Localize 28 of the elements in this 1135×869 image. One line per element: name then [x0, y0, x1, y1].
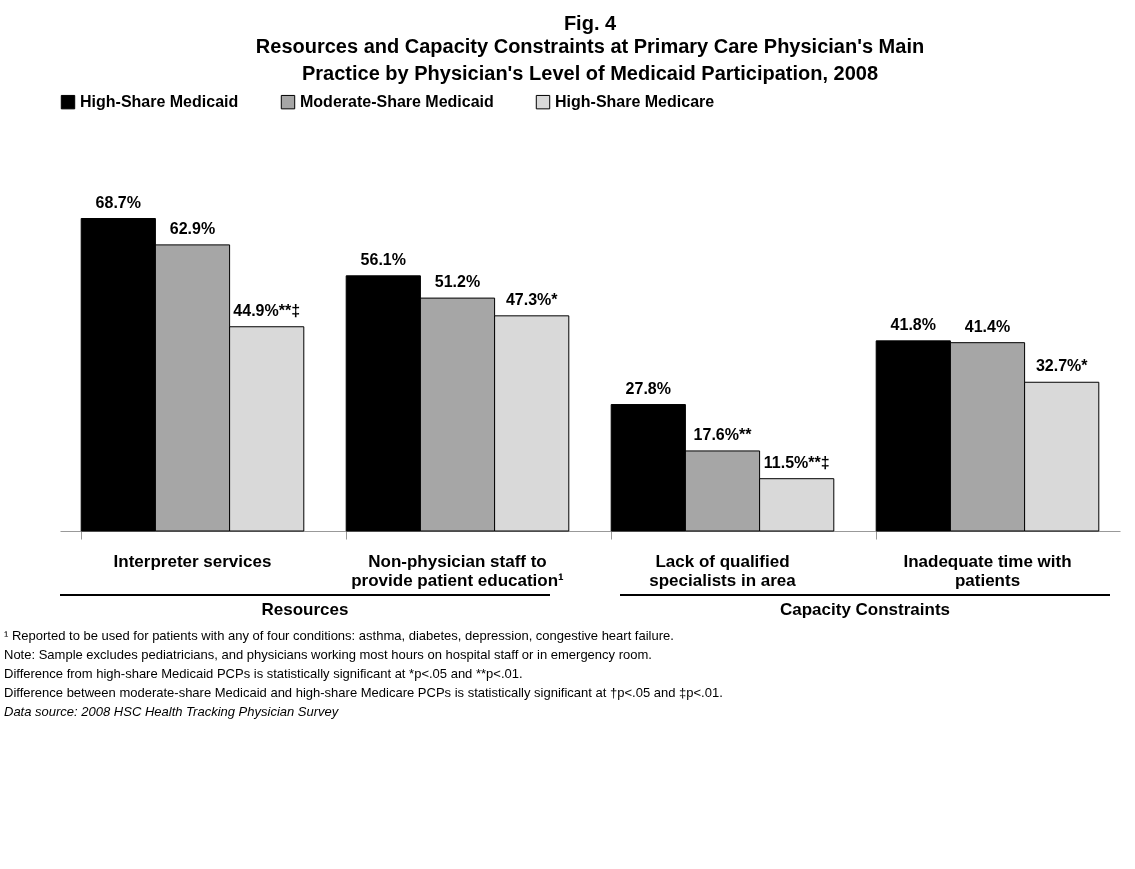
legend-label: High-Share Medicare	[555, 93, 715, 111]
data-label: 27.8%	[625, 379, 671, 397]
x-tick-label: Lack of qualified specialists in area	[649, 551, 797, 590]
data-label: 51.2%	[434, 273, 481, 291]
text: ¹ Reported to be used for patients with any of four conditions: asthma, diabetes, depression, congestive heart failure.	[4, 627, 675, 645]
chart-title: Fig. 4	[563, 12, 617, 34]
x-tick-label: Interpreter services	[113, 551, 272, 571]
data-label: 62.9%	[169, 219, 216, 237]
source-note: Data source: 2008 HSC Health Tracking Physician Survey	[4, 703, 340, 721]
text: Capacity Constraints	[620, 594, 1110, 620]
data-label: 47.3%*	[505, 290, 559, 308]
data-label: 56.1%	[360, 250, 406, 268]
data-label: 68.7%	[95, 193, 141, 211]
data-label: 41.4%	[964, 317, 1011, 335]
data-label: 41.8%	[890, 315, 936, 333]
data-label: 11.5%**‡	[763, 453, 830, 471]
x-tick-label: Non-physician staff to provide patient education¹	[351, 551, 565, 590]
chart-subtitle: Resources and Capacity Constraints at Primary Care Physician's Main Practice by Physician's Level of Medicaid Participation, 2008	[255, 35, 925, 84]
legend-label: Moderate-Share Medicaid	[300, 93, 494, 111]
legend-label: High-Share Medicaid	[80, 93, 239, 111]
text: Note: Sample excludes pediatricians, and physicians working most hours on hospital staff or in emergency room.	[4, 646, 653, 664]
data-label: 32.7%*	[1035, 357, 1089, 375]
text: Difference between moderate-share Medicaid and high-share Medicare PCPs is statistically significant at †p<.05 and ‡p<.01.	[4, 684, 724, 702]
text: Difference from high-share Medicaid PCPs is statistically significant at *p<.05 and **p<.01.	[4, 665, 524, 683]
data-label: 44.9%**‡	[233, 301, 301, 319]
x-tick-label: Inadequate time with patients	[903, 551, 1072, 590]
text: Resources	[60, 594, 550, 620]
data-label: 17.6%**	[693, 425, 753, 443]
